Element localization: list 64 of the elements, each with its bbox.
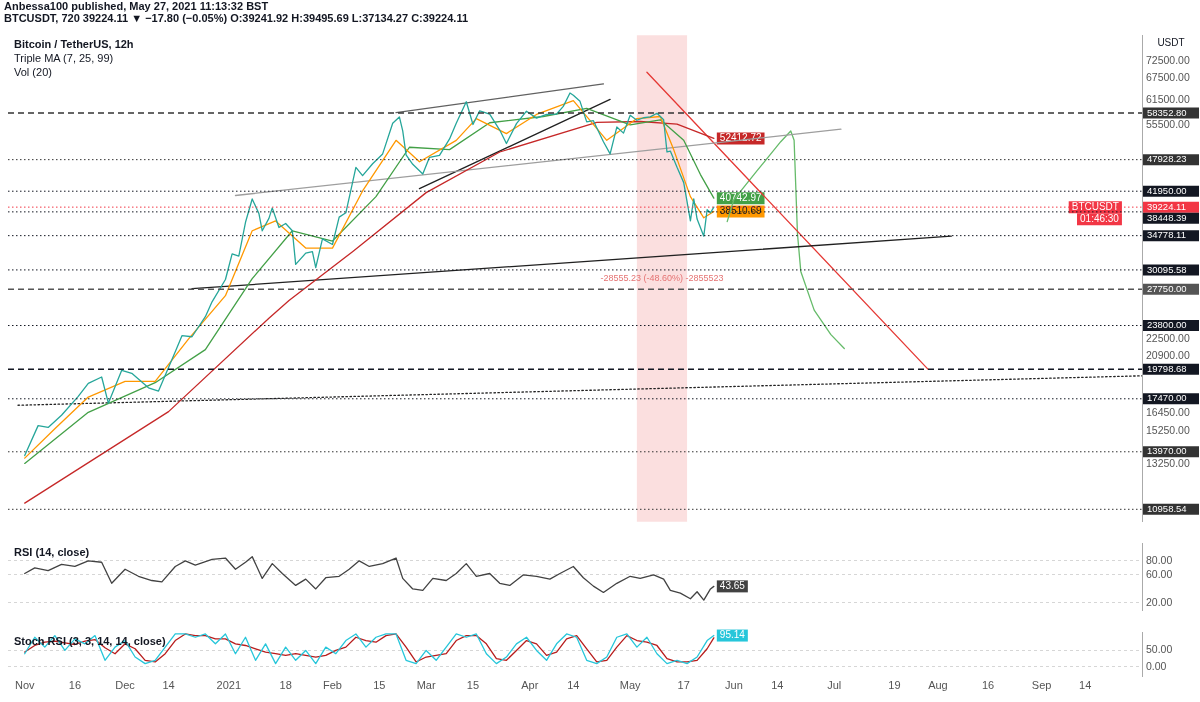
data-label: 95.14 bbox=[719, 629, 746, 641]
annotation: Triple MA (7, 25, 99) bbox=[14, 52, 114, 65]
ref-line-label: 38448.39 bbox=[1147, 211, 1187, 223]
x-tick-label: Apr bbox=[521, 679, 539, 692]
y-tick-label: 60.00 bbox=[1146, 567, 1173, 580]
y-tick-label: 15250.00 bbox=[1146, 423, 1190, 436]
ref-line-label: 58352.80 bbox=[1147, 106, 1187, 118]
ref-line-label: 30095.58 bbox=[1147, 263, 1187, 275]
x-tick-label: 16 bbox=[982, 679, 995, 692]
y-tick-label: 50.00 bbox=[1146, 643, 1173, 656]
y-tick-label: 0.00 bbox=[1146, 659, 1167, 672]
ref-line-label: 19798.68 bbox=[1147, 362, 1187, 374]
y-tick-label: 72500.00 bbox=[1146, 54, 1190, 67]
x-tick-label: 2021 bbox=[216, 679, 242, 692]
ref-line-label: 41950.00 bbox=[1147, 184, 1187, 196]
text: Anbessa100 published, May 27, 2021 11:13:32 BST bbox=[4, 0, 270, 12]
chart-title: RSI (14, close) bbox=[14, 546, 90, 559]
y-tick-label: 13250.00 bbox=[1146, 457, 1190, 470]
x-tick-label: 17 bbox=[677, 679, 690, 692]
y-tick-label: 20.00 bbox=[1146, 595, 1173, 608]
y-tick-label: 67500.00 bbox=[1146, 71, 1190, 84]
x-tick-label: 18 bbox=[279, 679, 292, 692]
x-tick-label: 14 bbox=[771, 679, 784, 692]
data-label: 38510.69 bbox=[719, 205, 762, 217]
x-tick-label: Sep bbox=[1031, 679, 1052, 692]
data-label: 43.65 bbox=[719, 580, 746, 592]
data-label: 40742.97 bbox=[719, 191, 762, 203]
ref-line-label: 10958.54 bbox=[1147, 502, 1187, 514]
x-tick-label: 16 bbox=[68, 679, 82, 692]
chart-title: Bitcoin / TetherUS, 12h bbox=[14, 38, 134, 51]
band-label: -28555.23 (-48.60%) -2855523 bbox=[600, 272, 724, 283]
x-tick-label: Mar bbox=[416, 679, 436, 692]
y-tick-label: 22500.00 bbox=[1146, 331, 1190, 344]
ref-line-label: 23800.00 bbox=[1147, 319, 1187, 331]
data-label: 52412.72 bbox=[719, 132, 762, 144]
y-tick-label: 16450.00 bbox=[1146, 405, 1190, 418]
x-tick-label: 19 bbox=[888, 679, 901, 692]
x-tick-label: 14 bbox=[567, 679, 580, 692]
x-tick-label: Jul bbox=[827, 679, 842, 692]
x-tick-label: Nov bbox=[14, 679, 36, 692]
x-tick-label: 14 bbox=[1079, 679, 1092, 692]
x-tick-label: 14 bbox=[162, 679, 175, 692]
y-axis-title: USDT bbox=[1157, 37, 1185, 49]
ref-line-label: 13970.00 bbox=[1147, 445, 1187, 457]
x-tick-label: Feb bbox=[322, 679, 342, 692]
x-tick-label: Dec bbox=[115, 679, 136, 692]
ref-line-label: 27750.00 bbox=[1147, 282, 1187, 294]
x-tick-label: 15 bbox=[373, 679, 386, 692]
y-tick-label: 61500.00 bbox=[1146, 93, 1190, 106]
annotation: BTCUSDT bbox=[1071, 200, 1119, 212]
y-tick-label: 80.00 bbox=[1146, 553, 1173, 566]
ref-line-label: 34778.11 bbox=[1147, 229, 1186, 241]
x-tick-label: May bbox=[619, 679, 642, 692]
y-tick-label: 20900.00 bbox=[1146, 349, 1190, 362]
ref-line-label: 17470.00 bbox=[1147, 392, 1187, 404]
ref-line-label: 47928.23 bbox=[1147, 153, 1187, 165]
x-tick-label: Aug bbox=[928, 679, 948, 692]
ref-line-label: 39224.11 bbox=[1147, 200, 1186, 212]
x-tick-label: 15 bbox=[466, 679, 480, 692]
y-tick-label: 55500.00 bbox=[1146, 117, 1190, 130]
text: BTCUSDT, 720 39224.11 ▼ −17.80 (−0.05%) O:39241.92 H:39495.69 L:37134.27 C:39224.11 bbox=[4, 12, 469, 24]
annotation: 01:46:30 bbox=[1080, 212, 1120, 224]
annotation: Vol (20) bbox=[14, 66, 52, 79]
x-tick-label: Jun bbox=[725, 679, 743, 692]
